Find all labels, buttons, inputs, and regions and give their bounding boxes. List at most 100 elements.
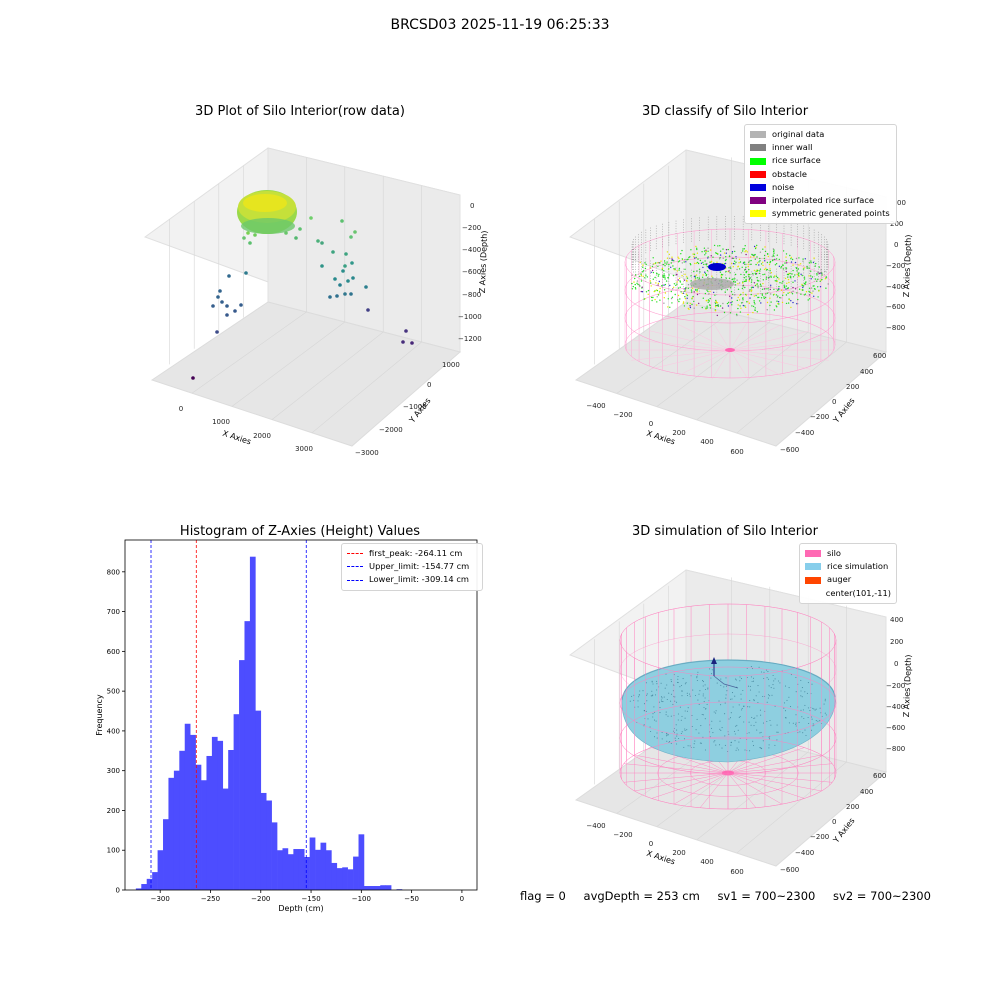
classified-point [759,251,762,253]
p1-ztick: −1000 [458,313,482,321]
rice-mesh-node [683,738,686,740]
rice-mesh-node [665,714,667,716]
classified-point [757,269,759,272]
rice-mesh-node [735,725,737,727]
scatter-point [218,289,222,293]
rice-mesh-node [766,720,768,723]
classified-point [676,273,678,276]
p1-ytick: 1000 [442,361,460,369]
classified-point [769,261,771,264]
rice-mesh-node [689,695,691,697]
rice-mesh-node [670,693,673,695]
rice-mesh-node [702,714,704,716]
rice-mesh-node [800,695,802,697]
classified-point [785,268,787,270]
classified-point [719,271,722,273]
rice-mesh-node [676,733,678,735]
rice-mesh-node [760,671,763,673]
classified-point [726,302,729,305]
scatter-point [215,330,219,334]
legend-item-rice-surface: rice surface [750,154,891,167]
rice-mesh-node [720,678,722,680]
legend-line [347,553,363,555]
histogram-bar [222,788,229,890]
classified-point [766,292,769,294]
rice-mesh-node [710,673,713,675]
classified-point [769,288,771,291]
scatter-point [244,271,248,275]
classified-point [691,303,693,306]
rice-mesh-node [661,700,663,703]
classified-point [690,280,692,282]
classified-point [794,274,796,276]
p4-xtick: 0 [649,840,653,848]
rice-mesh-node [799,731,801,733]
p1-zlabel: Z Axies (Depth) [478,230,489,293]
classified-point [741,287,744,290]
classified-point [750,256,752,258]
scatter-point [239,303,243,307]
classified-point [821,274,823,276]
classified-point [682,301,685,303]
classified-point [760,285,762,287]
classified-point [681,258,683,260]
classified-point [699,259,702,262]
p2-xtick: 200 [672,429,685,437]
classified-point [642,264,644,266]
classified-point [708,293,710,295]
p4-xtick: 600 [730,868,743,876]
classified-point [736,313,738,315]
rice-mesh-node [707,688,709,690]
rice-mesh-node [660,699,662,701]
classified-point [647,289,650,292]
classified-point [742,299,744,301]
silo-floor-spoke [729,349,829,361]
classified-point [671,296,674,298]
classified-point [765,288,767,290]
classified-point [772,248,775,250]
classified-point [706,266,708,268]
classified-point [745,280,747,282]
scatter-point [340,219,344,223]
histogram-x-tick-label: −300 [151,895,170,903]
classified-point [740,252,743,254]
classified-point [755,263,757,266]
rice-mesh-node [715,712,717,714]
classified-point [636,280,639,282]
classified-point [678,269,680,271]
rice-mesh-node [756,729,758,731]
classified-point [756,270,758,273]
classified-point [705,250,707,253]
classified-point [802,285,805,287]
legend-swatch [750,144,766,152]
rice-mesh-node [802,709,804,711]
histogram-bar [195,764,202,890]
classified-point [710,260,713,263]
rice-mesh-node [761,748,763,750]
rice-mesh-node [682,678,684,680]
classified-point [745,294,747,296]
rice-mesh-node [698,703,700,705]
histogram-y-tick-label: 500 [107,688,120,696]
gridline [736,761,847,854]
histogram-bar [298,849,305,890]
panel4-auger-marker [711,657,739,689]
classified-point [733,257,735,260]
silo-floor-spoke [649,349,731,370]
classified-point [655,289,658,291]
classified-point [772,294,775,296]
classified-point [817,271,819,273]
p2-ztick: −400 [886,283,905,291]
classified-point [676,281,678,283]
p1-xtick: 1000 [212,418,230,426]
classified-point [721,307,724,309]
classified-point [709,304,711,306]
rice-mesh-node [642,690,644,692]
p4-ytick: 400 [860,788,873,796]
classified-point [756,283,758,285]
classified-point [706,270,709,272]
classified-point [722,257,724,259]
scatter-point [350,261,354,265]
classified-point [677,256,679,258]
p1-xtick: 2000 [253,432,271,440]
